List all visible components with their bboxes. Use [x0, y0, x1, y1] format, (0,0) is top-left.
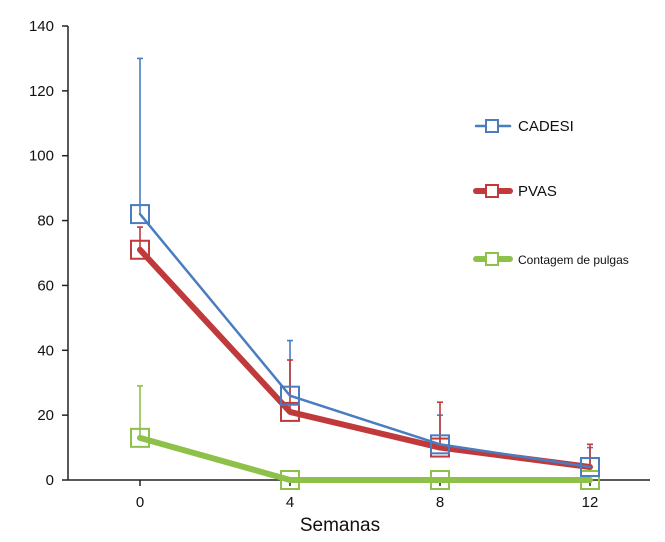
- legend-marker: [485, 184, 499, 198]
- y-tick-label: 80: [37, 213, 54, 230]
- series-markers: [130, 204, 600, 490]
- data-point-contagem-de-pulgas: [130, 427, 150, 448]
- legend: CADESI PVAS Contagem de pulgas: [473, 118, 629, 267]
- series-line-contagem-de-pulgas: [137, 434, 593, 483]
- x-tick-label: 12: [582, 494, 599, 511]
- data-point-cadesi: [430, 434, 450, 455]
- data-point-pvas: [130, 239, 150, 260]
- legend-label: Contagem de pulgas: [518, 253, 629, 267]
- y-tick-label: 20: [37, 407, 54, 424]
- legend-marker: [485, 119, 499, 133]
- data-point-contagem-de-pulgas: [430, 470, 450, 490]
- y-tick-label: 120: [29, 83, 54, 100]
- legend-marker: [485, 252, 499, 266]
- y-tick-label: 100: [29, 148, 54, 165]
- series-lines: [137, 212, 593, 483]
- data-point-contagem-de-pulgas: [580, 470, 600, 490]
- legend-label: CADESI: [518, 118, 574, 135]
- x-tick-label: 8: [436, 494, 444, 511]
- x-tick-label: 0: [136, 494, 144, 511]
- data-point-cadesi: [580, 457, 600, 478]
- data-point-cadesi: [280, 385, 300, 406]
- data-point-contagem-de-pulgas: [280, 470, 300, 490]
- y-tick-label: 40: [37, 342, 54, 359]
- series-line-pvas: [137, 246, 593, 471]
- data-point-cadesi: [130, 204, 150, 225]
- data-point-pvas: [280, 401, 300, 422]
- x-axis-label: Semanas: [300, 515, 380, 536]
- x-tick-label: 4: [286, 494, 294, 511]
- axes: 0 20 40 60 80 100 120 140 0 4 8 12: [29, 18, 650, 511]
- y-tick-label: 60: [37, 277, 54, 294]
- y-tick-label: 0: [46, 472, 54, 489]
- legend-label: PVAS: [518, 183, 557, 200]
- y-tick-label: 140: [29, 18, 54, 35]
- series-line-cadesi: [138, 212, 592, 469]
